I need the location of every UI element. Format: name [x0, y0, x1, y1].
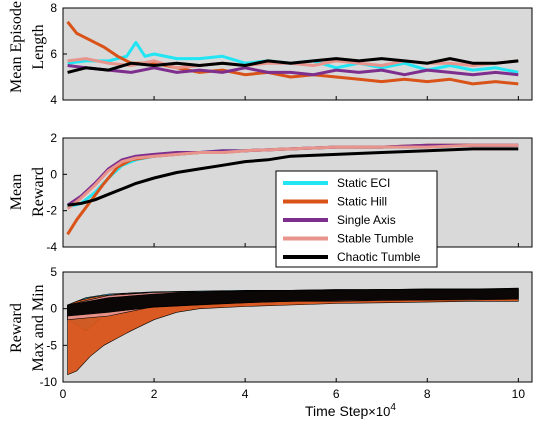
- legend-label-stable-tumble: Stable Tumble: [337, 232, 414, 246]
- y-tick-label: 4: [50, 93, 57, 107]
- y-ticks: 4 6 8: [50, 1, 67, 107]
- x-axis-multiplier-exponent: 4: [390, 402, 396, 413]
- y-tick-label: -5: [46, 338, 57, 352]
- x-ticks: [62, 96, 519, 100]
- y-axis-label-line-2: Max and Min: [30, 284, 47, 371]
- y-tick-label: 0: [50, 167, 57, 181]
- series-lines: [66, 20, 519, 86]
- x-axis-label: Time Step×104: [305, 402, 396, 419]
- x-ticks: 0 2 4 6 8 10: [60, 378, 526, 401]
- series-areas: [67, 287, 519, 376]
- legend: Static ECI Static Hill Single Axis Stable T…: [275, 170, 438, 268]
- x-axis-multiplier: ×10: [368, 404, 390, 419]
- panel-reward-max-min: -10 -5 0 5 0 2 4 6 8 10 Reward Max and Min: [8, 265, 533, 401]
- series-lines: [66, 143, 519, 236]
- series-line-chaotic-tumble: [67, 147, 519, 207]
- plot-frame: [62, 271, 533, 383]
- legend-label-single-axis: Single Axis: [337, 213, 396, 227]
- series-line-chaotic-tumble: [67, 57, 519, 74]
- y-axis-label-line-1: Mean: [8, 174, 25, 210]
- legend-label-static-eci: Static ECI: [337, 176, 390, 190]
- x-tick-label: 0: [60, 387, 67, 401]
- x-tick-label: 8: [424, 387, 431, 401]
- y-ticks: -10 -5 0 5: [40, 265, 67, 389]
- y-axis-label-line-2: Reward: [30, 167, 47, 217]
- y-axis-label-line-1: Reward: [8, 303, 25, 353]
- series-area-chaotic-tumble: [67, 287, 519, 317]
- x-tick-label: 6: [333, 387, 340, 401]
- y-tick-label: 5: [50, 265, 57, 279]
- series-line-stable-tumble: [66, 143, 519, 210]
- y-tick-label: 2: [50, 131, 57, 145]
- series-area-static-hill: [67, 288, 519, 376]
- x-axis-label-text: Time Step: [305, 403, 368, 419]
- y-tick-label: -2: [46, 204, 57, 218]
- y-tick-label: -10: [40, 375, 58, 389]
- y-tick-label: 0: [50, 302, 57, 316]
- x-tick-label: 4: [242, 387, 249, 401]
- y-ticks: -4 -2 0 2: [46, 131, 67, 254]
- y-axis-label-line-2: Length: [30, 24, 47, 69]
- plot-background: [63, 8, 532, 100]
- x-tick-label: 10: [512, 387, 526, 401]
- series-line-single-axis: [67, 64, 519, 77]
- y-axis-label-line-1: Mean Episode: [8, 1, 25, 93]
- x-tick-label: 2: [151, 387, 158, 401]
- y-tick-label: -4: [46, 240, 57, 254]
- legend-label-static-hill: Static Hill: [337, 195, 387, 209]
- legend-label-chaotic-tumble: Chaotic Tumble: [337, 250, 421, 264]
- panel-mean-reward: -4 -2 0 2 Mean Reward: [8, 131, 533, 254]
- y-tick-label: 6: [50, 47, 57, 61]
- y-tick-label: 8: [50, 1, 57, 15]
- panel-mean-episode-length: 4 6 8 Mean Episode Length: [8, 1, 533, 107]
